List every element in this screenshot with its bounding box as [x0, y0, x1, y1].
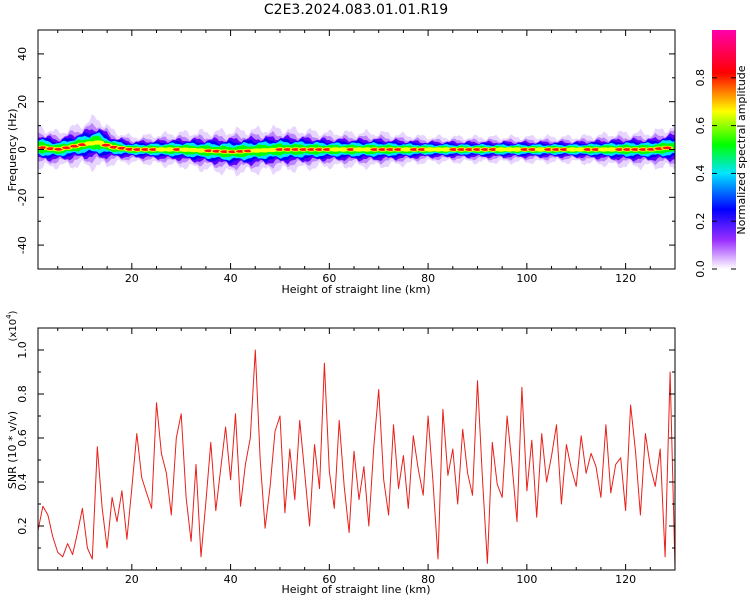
spectrogram-xtick-label: 80: [421, 272, 435, 285]
spectrogram-xtick-label: 120: [615, 272, 636, 285]
colorbar-tick-label: 0.0: [694, 260, 707, 278]
snr-ytick-label: 1.0: [16, 341, 29, 359]
spectrogram-panel: 20 40 60 80 100 120 -40 -20 0 20 40 Height of stra…: [6, 29, 676, 296]
figure-title: C2E3.2024.083.01.01.R19: [264, 2, 448, 18]
snr-ytick-label: 0.4: [16, 473, 29, 491]
band-hotspot: [92, 140, 105, 145]
snr-xtick-label: 60: [322, 573, 336, 586]
snr-series: [38, 349, 675, 568]
svg-text:(x104): (x104): [5, 310, 19, 341]
colorbar-gradient: [712, 30, 736, 269]
spectrogram-ytick-label: -20: [16, 188, 29, 206]
spectrogram-ticks: 20 40 60 80 100 120 -40 -20 0 20 40: [16, 29, 676, 285]
band-peak: [662, 146, 672, 150]
snr-line: [38, 349, 675, 568]
band-peak: [54, 147, 64, 151]
spectrogram-band: [38, 114, 675, 177]
snr-ytick-label: 0.2: [16, 517, 29, 535]
colorbar-tick-label: 0.2: [694, 212, 707, 230]
spectrogram-xtick-label: 100: [516, 272, 537, 285]
colorbar-tick-label: 0.4: [694, 165, 707, 183]
snr-ytick-label: 0.8: [16, 385, 29, 403]
snr-ticks: 20 40 60 80 100 120 0.2 0.4 0.6 0.8 1.0: [16, 327, 676, 586]
snr-scale-exp: 4: [5, 314, 13, 319]
colorbar-tick-label: 0.8: [694, 69, 707, 87]
snr-scale-label: (x104): [5, 310, 19, 341]
snr-ytick-label: 0.6: [16, 429, 29, 447]
spectrogram-xtick-label: 20: [125, 272, 139, 285]
colorbar-label: Normalized spectral amplitude: [735, 65, 748, 234]
spectrogram-ytick-label: 40: [16, 47, 29, 61]
snr-ylabel: SNR (10 * v/v): [6, 411, 19, 489]
spectrogram-frame: [37, 29, 676, 270]
snr-scale-base: (x10: [8, 319, 19, 342]
spectrogram-ytick-label: -40: [16, 236, 29, 254]
snr-xtick-label: 120: [615, 573, 636, 586]
snr-xtick-label: 100: [516, 573, 537, 586]
band-peak: [70, 144, 79, 148]
spectrogram-xlabel: Height of straight line (km): [281, 283, 430, 296]
snr-panel: 20 40 60 80 100 120 0.2 0.4 0.6 0.8 1.0 Height of …: [5, 310, 676, 596]
spectrogram-ytick-label: 0: [16, 146, 29, 153]
band-peak: [101, 143, 111, 147]
band-peak: [62, 146, 72, 150]
colorbar-tick-label: 0.6: [694, 117, 707, 135]
colorbar: 0.0 0.2 0.4 0.6 0.8 Normalized spectral ampl…: [694, 30, 748, 278]
snr-xlabel: Height of straight line (km): [281, 583, 430, 596]
snr-xtick-label: 40: [224, 573, 238, 586]
snr-frame: [37, 327, 676, 571]
snr-xtick-label: 80: [421, 573, 435, 586]
spectrogram-xtick-label: 40: [224, 272, 238, 285]
snr-plot-area: [38, 328, 675, 570]
spectrogram-ytick-label: 20: [16, 95, 29, 109]
colorbar-ticks: 0.0 0.2 0.4 0.6 0.8: [694, 69, 736, 278]
spectrogram-xtick-label: 60: [322, 272, 336, 285]
snr-xtick-label: 20: [125, 573, 139, 586]
spectrogram-ylabel: Frequency (Hz): [6, 109, 19, 192]
